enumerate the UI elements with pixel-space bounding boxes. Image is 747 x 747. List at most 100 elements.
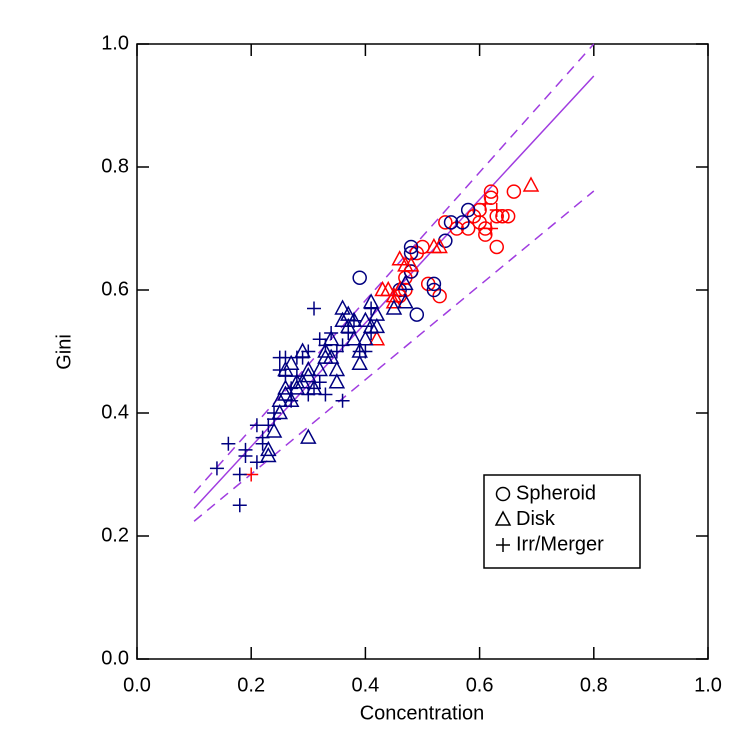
point [295, 350, 310, 365]
point [329, 344, 344, 359]
point [368, 330, 386, 346]
y-tick-label: 1.0 [101, 32, 129, 54]
point [238, 442, 253, 457]
point [312, 332, 327, 347]
point [300, 428, 317, 444]
point [489, 203, 504, 218]
point [301, 387, 316, 402]
point [483, 184, 499, 199]
point [506, 184, 522, 199]
point [426, 276, 442, 292]
fit-line [193, 43, 595, 494]
x-tick-label: 0.8 [580, 674, 608, 696]
point [489, 239, 504, 255]
point [324, 326, 339, 341]
point [335, 393, 350, 408]
point [335, 338, 350, 353]
point [341, 326, 356, 341]
point [277, 379, 294, 395]
point [318, 387, 333, 402]
point [500, 208, 516, 224]
point [334, 299, 351, 315]
point [300, 360, 317, 377]
point [209, 461, 224, 476]
point [403, 245, 419, 261]
point [301, 344, 316, 359]
point [294, 373, 311, 389]
legend-marker [494, 510, 512, 526]
point [261, 418, 276, 433]
point [438, 215, 453, 230]
x-axis-title: Concentration [360, 702, 485, 724]
point [255, 430, 270, 445]
y-tick-label: 0.8 [101, 155, 129, 177]
x-tick-label: 0.4 [351, 674, 379, 696]
point [346, 313, 361, 328]
point [272, 362, 287, 377]
legend-box [483, 474, 641, 569]
x-tick-label: 0.0 [123, 674, 151, 696]
point [402, 256, 420, 272]
y-axis-title: Gini [53, 334, 75, 370]
point [265, 422, 283, 438]
point [409, 307, 425, 322]
point [318, 338, 333, 353]
legend-label: Disk [516, 508, 556, 530]
point [358, 344, 373, 359]
point [267, 412, 282, 427]
y-tick-label: 0.0 [101, 647, 129, 669]
fit-line [193, 190, 595, 522]
point [455, 215, 470, 230]
point [232, 498, 247, 513]
point [385, 299, 403, 315]
point [403, 239, 419, 255]
point [312, 375, 327, 390]
point [495, 208, 510, 224]
point [352, 270, 367, 285]
point [232, 467, 247, 482]
legend-marker [496, 538, 510, 552]
point [328, 373, 346, 389]
plot-frame [136, 43, 709, 660]
point [307, 301, 322, 316]
x-tick-label: 0.6 [466, 674, 494, 696]
point [397, 293, 414, 309]
point [284, 381, 299, 396]
point [364, 326, 379, 341]
point [345, 330, 363, 346]
point [397, 274, 414, 291]
y-tick-label: 0.6 [101, 278, 129, 300]
point [443, 215, 459, 230]
legend-marker [495, 486, 511, 502]
point [484, 221, 499, 236]
point [322, 348, 340, 364]
x-tick-label: 0.2 [237, 674, 265, 696]
point [260, 446, 277, 463]
point [307, 381, 322, 396]
y-tick-label: 0.4 [101, 401, 129, 423]
point [249, 455, 264, 470]
point [364, 301, 379, 316]
point [357, 311, 374, 327]
point [391, 250, 408, 266]
y-tick-label: 0.2 [101, 524, 129, 546]
point [415, 239, 430, 255]
point [328, 360, 346, 377]
point [426, 282, 442, 298]
point [260, 440, 277, 457]
point [478, 196, 493, 211]
point [351, 354, 368, 371]
point [282, 354, 300, 371]
point [522, 176, 540, 192]
legend-label: Spheroid [516, 482, 596, 504]
point [317, 342, 334, 358]
legend-label: Irr/Merger [516, 533, 604, 555]
point [379, 280, 397, 297]
point [289, 369, 304, 384]
point [431, 237, 448, 254]
point [221, 436, 236, 451]
point [460, 202, 476, 218]
x-tick-label: 1.0 [694, 674, 722, 696]
point [284, 393, 299, 408]
